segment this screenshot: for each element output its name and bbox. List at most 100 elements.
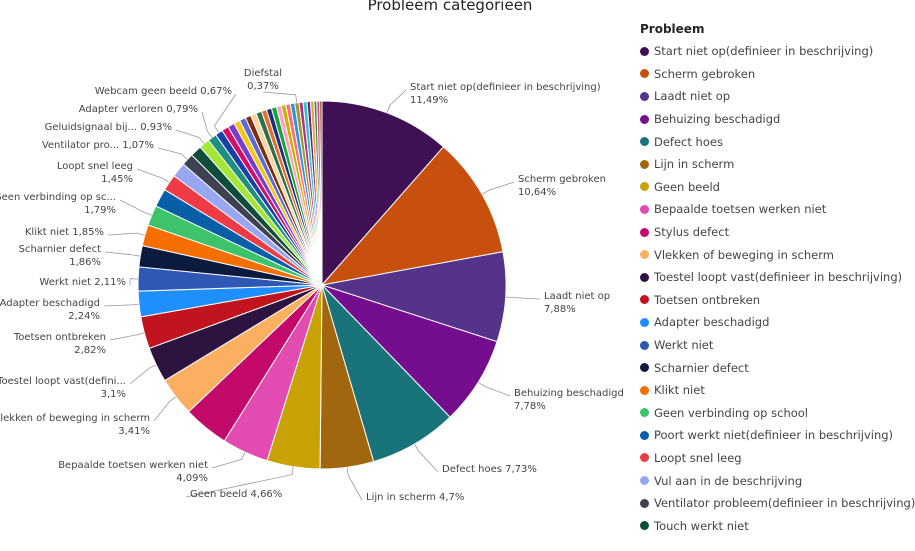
legend-item[interactable]: Defect hoes — [640, 130, 910, 153]
legend-swatch-icon — [640, 204, 649, 214]
legend-item[interactable]: Behuizing beschadigd — [640, 108, 910, 131]
legend-item[interactable]: Scharnier defect — [640, 356, 910, 379]
legend-item[interactable]: Vul aan in de beschrijving — [640, 469, 910, 492]
legend-item[interactable]: Ventilator probleem(definieer in beschri… — [640, 492, 915, 515]
legend-swatch-icon — [640, 453, 649, 463]
legend-swatch-icon — [640, 272, 649, 282]
slice-label: Geen verbinding op sc... 1,79% — [0, 192, 116, 216]
legend-swatch-icon — [640, 114, 649, 124]
legend-item[interactable]: Poort werkt niet(definieer in beschrijvi… — [640, 424, 910, 447]
legend-swatch-icon — [640, 385, 649, 395]
legend-item[interactable]: Geen beeld — [640, 176, 910, 199]
slice-label: Webcam geen beeld 0,67% — [95, 86, 232, 97]
chart-title: Probleem categorieën — [367, 0, 533, 14]
leader-line — [414, 443, 439, 473]
legend-swatch-icon — [640, 46, 649, 56]
pie-slice[interactable] — [320, 146, 504, 286]
leader-line — [213, 93, 237, 133]
legend-label: Bepaalde toetsen werken niet — [654, 202, 827, 217]
slice-label: Geluidsignaal bij... 0,93% — [45, 122, 172, 133]
legend-item[interactable]: Bepaalde toetsen werken niet — [640, 198, 910, 221]
pie-slice[interactable] — [321, 100, 445, 287]
legend-swatch-icon — [640, 227, 649, 237]
slice-label: Start niet op(definieer in beschrijving)… — [410, 82, 601, 106]
leader-line — [109, 332, 145, 341]
legend-swatch-icon — [640, 317, 649, 327]
legend-title: Probleem — [640, 22, 705, 36]
legend-swatch-icon — [640, 137, 649, 147]
legend-label: Toestel loopt vast(definieer in beschrij… — [654, 270, 903, 285]
slice-label: Defect hoes 7,73% — [442, 464, 537, 475]
legend-label: Touch werkt niet — [654, 518, 749, 533]
pie-chart[interactable]: Start niet op(definieer in beschrijving)… — [0, 0, 640, 551]
slice-label: Scharnier defect 1,86% — [19, 244, 101, 268]
slice-label: Geen beeld 4,66% — [190, 489, 282, 500]
leader-line — [107, 232, 145, 236]
legend-label: Lijn in scherm — [654, 157, 735, 172]
legend-items: Start niet op(definieer in beschrijving)… — [640, 40, 915, 537]
slice-label: Toestel loopt vast(defini... 3,1% — [0, 376, 126, 400]
leader-line — [262, 91, 298, 103]
leader-line — [119, 199, 152, 216]
slice-label: Diefstal 0,37% — [244, 68, 282, 92]
legend-item[interactable]: Touch werkt niet — [640, 514, 910, 537]
legend-label: Toetsen ontbreken — [654, 292, 760, 307]
legend-item[interactable]: Werkt niet — [640, 334, 910, 357]
legend-label: Geen verbinding op school — [654, 405, 808, 420]
legend-item[interactable]: Adapter beschadigd — [640, 311, 910, 334]
legend-item[interactable]: Lijn in scherm — [640, 153, 910, 176]
legend-item[interactable]: Toestel loopt vast(definieer in beschrij… — [640, 266, 910, 289]
leader-line — [386, 89, 407, 113]
legend-item[interactable]: Stylus defect — [640, 221, 910, 244]
pie-slice[interactable] — [321, 251, 507, 343]
leader-line — [185, 466, 294, 498]
legend-label: Stylus defect — [654, 225, 730, 240]
leader-line — [157, 147, 188, 160]
legend-swatch-icon — [640, 295, 649, 305]
legend-label: Scherm gebroken — [654, 66, 756, 81]
legend-swatch-icon — [640, 521, 649, 531]
leader-line — [346, 467, 363, 501]
leader-line — [481, 181, 515, 195]
leader-line — [175, 129, 205, 144]
legend-swatch-icon — [640, 182, 649, 192]
legend-item[interactable]: Loopt snel leeg — [640, 447, 910, 470]
legend-swatch-icon — [640, 69, 649, 79]
legend-item[interactable]: Laadt niet op — [640, 85, 910, 108]
leader-line — [129, 364, 157, 385]
slice-label: Laadt niet op 7,88% — [544, 291, 610, 315]
legend: Probleem Start niet op(definieer in besc… — [640, 22, 915, 537]
pie-slice[interactable] — [319, 100, 323, 286]
slice-label: Werkt niet 2,11% — [39, 277, 126, 288]
legend-swatch-icon — [640, 430, 649, 440]
slice-label: Behuizing beschadigd 7,78% — [514, 388, 624, 412]
legend-swatch-icon — [640, 408, 649, 418]
leader-line — [129, 278, 139, 286]
slice-label: Klikt niet 1,85% — [25, 227, 104, 238]
legend-label: Klikt niet — [654, 383, 705, 398]
legend-swatch-icon — [640, 476, 649, 486]
legend-label: Defect hoes — [654, 134, 723, 149]
legend-swatch-icon — [640, 363, 649, 373]
legend-label: Werkt niet — [654, 338, 714, 353]
leader-line — [505, 296, 541, 300]
legend-label: Loopt snel leeg — [654, 450, 742, 465]
legend-swatch-icon — [640, 91, 649, 101]
legend-item[interactable]: Klikt niet — [640, 379, 910, 402]
legend-item[interactable]: Geen verbinding op school — [640, 402, 910, 425]
leader-line — [103, 303, 140, 307]
legend-swatch-icon — [640, 340, 649, 350]
slice-label: Ventilator pro... 1,07% — [42, 140, 154, 151]
legend-item[interactable]: Scherm gebroken — [640, 63, 910, 86]
slice-label: Bepaalde toetsen werken niet 4,09% — [58, 460, 208, 484]
slice-label: Vlekken of beweging in scherm 3,41% — [0, 413, 150, 437]
legend-item[interactable]: Vlekken of beweging in scherm — [640, 243, 910, 266]
legend-item[interactable]: Toetsen ontbreken — [640, 289, 910, 312]
legend-label: Geen beeld — [654, 179, 720, 194]
legend-swatch-icon — [640, 498, 649, 508]
legend-item[interactable]: Start niet op(definieer in beschrijving) — [640, 40, 910, 63]
leader-line — [153, 396, 177, 422]
legend-label: Start niet op(definieer in beschrijving) — [654, 44, 874, 59]
legend-label: Poort werkt niet(definieer in beschrijvi… — [654, 428, 894, 443]
leader-line — [201, 111, 213, 138]
